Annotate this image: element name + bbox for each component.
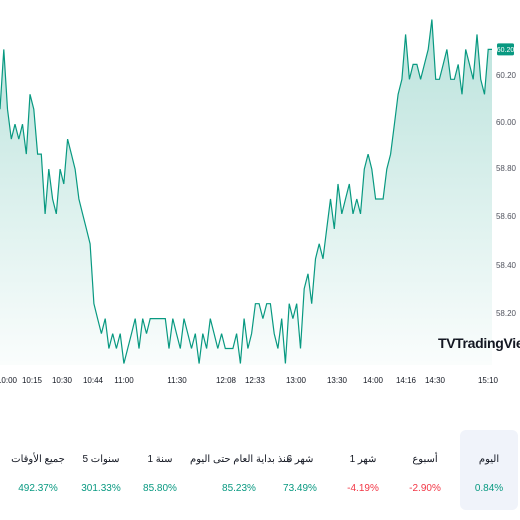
x-tick-label: 14:30 (425, 376, 446, 385)
period-label: 5 سنوات (82, 454, 120, 465)
period-item[interactable]: جميع الأوقات 492.37% (6, 430, 70, 510)
period-item[interactable]: 6 شهر 73.49% (271, 430, 329, 510)
period-item[interactable]: 1 شهر -4.19% (334, 430, 392, 510)
x-tick-label: 14:16 (396, 376, 417, 385)
x-tick-label: 14:00 (363, 376, 384, 385)
y-tick-label: 58.60 (496, 212, 517, 221)
period-item[interactable]: أسبوع -2.90% (396, 430, 454, 510)
price-chart[interactable]: 10:00 10:15 10:30 10:44 11:00 11:30 12:08 12:33… (0, 0, 520, 400)
last-price-label: 60.20 (497, 47, 515, 54)
tradingview-watermark: TV TradingView (438, 335, 520, 351)
price-line (0, 19, 492, 364)
period-value: 85.80% (143, 483, 177, 494)
period-item[interactable]: منذ بداية العام حتى اليوم 85.23% (190, 430, 292, 510)
x-tick-label: 11:30 (167, 376, 187, 385)
y-tick-label: 58.80 (496, 164, 517, 173)
x-tick-label: 11:00 (114, 376, 134, 385)
period-label: 6 شهر (286, 454, 314, 465)
last-price-badge: 60.20 (497, 43, 515, 56)
period-value: 301.33% (81, 483, 121, 494)
price-area (0, 19, 492, 365)
period-value: -2.90% (409, 483, 441, 494)
period-label: اليوم (478, 454, 500, 465)
x-tick-label: 10:00 (0, 376, 18, 385)
tradingview-wordmark: TradingView (455, 335, 520, 351)
x-tick-label: 10:30 (52, 376, 73, 385)
period-item[interactable]: 5 سنوات 301.33% (72, 430, 130, 510)
y-tick-label: 58.40 (496, 261, 517, 270)
y-tick-label: 60.20 (496, 71, 517, 80)
period-label: منذ بداية العام حتى اليوم (190, 454, 292, 465)
x-tick-label: 15:10 (478, 376, 499, 385)
period-value: 85.23% (222, 483, 256, 494)
x-tick-label: 12:08 (216, 376, 237, 385)
tradingview-logo: TV (438, 335, 456, 351)
period-label: 1 سنة (147, 454, 173, 465)
period-label: أسبوع (412, 454, 438, 465)
y-tick-label: 58.20 (496, 309, 517, 318)
x-tick-label: 13:00 (286, 376, 307, 385)
x-tick-label: 12:33 (245, 376, 266, 385)
period-value: 0.84% (474, 483, 504, 494)
period-label: 1 شهر (349, 454, 377, 465)
period-value: -4.19% (347, 483, 379, 494)
period-item[interactable]: اليوم 0.84% (460, 430, 518, 510)
period-label: جميع الأوقات (11, 454, 65, 465)
period-value: 492.37% (18, 483, 58, 494)
x-tick-label: 10:15 (22, 376, 43, 385)
y-tick-label: 60.00 (496, 118, 517, 127)
x-tick-label: 13:30 (327, 376, 348, 385)
period-performance-bar: اليوم 0.84% أسبوع -2.90% 1 شهر -4.19% 6 … (0, 430, 520, 510)
period-value: 73.49% (283, 483, 317, 494)
period-item[interactable]: 1 سنة 85.80% (131, 430, 189, 510)
x-tick-label: 10:44 (83, 376, 104, 385)
